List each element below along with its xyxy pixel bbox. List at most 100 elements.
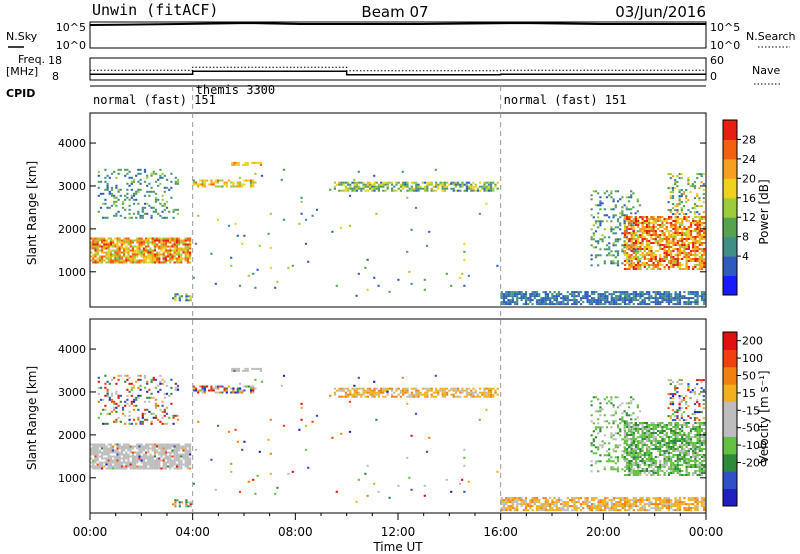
power-cell — [621, 214, 624, 217]
power-cell — [173, 247, 176, 250]
velocity-cell — [637, 474, 640, 476]
velocity-cell — [164, 465, 167, 468]
velocity-cell — [349, 391, 352, 394]
power-cell — [634, 266, 638, 268]
velocity-cell — [612, 466, 615, 469]
power-cell — [654, 232, 657, 234]
power-cell — [612, 260, 615, 263]
velocity-cell — [594, 446, 598, 449]
velocity-cell — [538, 499, 541, 502]
power-cell — [373, 183, 376, 186]
velocity-cell — [147, 463, 150, 466]
power-cell — [586, 299, 589, 302]
velocity-cell — [450, 388, 453, 391]
velocity-cell — [112, 459, 115, 462]
velocity-cell — [575, 507, 578, 510]
velocity-cell — [656, 507, 660, 510]
power-cell — [259, 163, 262, 166]
velocity-cell — [623, 436, 627, 438]
velocity-cell — [643, 442, 646, 444]
velocity-cell — [636, 416, 639, 419]
power-cell — [654, 234, 657, 236]
velocity-cell — [654, 499, 657, 502]
power-cell — [241, 183, 244, 186]
power-cell — [116, 247, 119, 250]
power-cell — [92, 237, 95, 240]
power-cell — [355, 183, 358, 186]
velocity-cell — [575, 501, 578, 504]
velocity-cell — [189, 449, 192, 452]
power-cell — [256, 268, 259, 271]
power-cell — [612, 200, 615, 203]
power-cell — [665, 293, 668, 296]
power-cell — [632, 220, 635, 222]
power-cell — [685, 189, 688, 192]
velocity-cell — [656, 499, 660, 502]
power-cell — [142, 257, 145, 260]
velocity-cell — [659, 422, 662, 424]
power-cell — [689, 238, 693, 240]
velocity-cell — [502, 507, 506, 510]
power-cell — [230, 185, 233, 188]
velocity-cell — [230, 387, 233, 390]
velocity-cell — [603, 414, 606, 417]
velocity-cell — [641, 505, 644, 508]
velocity-cell — [135, 404, 138, 407]
power-cell — [696, 230, 699, 232]
velocity-cell — [667, 442, 671, 444]
velocity-cell — [142, 457, 145, 460]
velocity-cell — [236, 391, 239, 394]
velocity-cell — [641, 444, 644, 446]
power-cell — [474, 185, 477, 188]
velocity-cell — [128, 376, 131, 379]
power-cell — [616, 250, 620, 253]
power-cell — [610, 293, 613, 296]
velocity-cell — [113, 376, 116, 379]
power-cell — [645, 297, 649, 300]
velocity-cell — [641, 497, 644, 500]
velocity-cell — [637, 426, 640, 428]
power-cell — [698, 262, 701, 264]
power-cell — [127, 237, 130, 240]
velocity-cell — [597, 398, 600, 401]
velocity-cell — [472, 387, 475, 390]
velocity-cell — [670, 507, 673, 510]
power-cell — [139, 188, 142, 191]
power-cell — [175, 261, 178, 264]
cpid-label: CPID — [6, 87, 35, 100]
power-cell — [680, 189, 683, 192]
power-cell — [174, 182, 177, 185]
velocity-cell — [610, 499, 613, 502]
velocity-cell — [171, 465, 174, 468]
power-cell — [654, 218, 657, 220]
power-cell — [656, 264, 660, 266]
power-cell — [143, 170, 147, 173]
power-cell — [430, 189, 433, 192]
power-cell — [676, 242, 679, 244]
power-cell — [344, 187, 347, 190]
velocity-cell — [238, 387, 242, 390]
velocity-cell — [648, 503, 651, 506]
power-cell — [231, 163, 234, 166]
power-cell — [637, 226, 640, 228]
power-cell — [94, 245, 97, 248]
velocity-cell — [136, 461, 139, 464]
velocity-cell — [599, 428, 602, 431]
power-cell — [698, 238, 701, 240]
power-cell — [143, 212, 147, 215]
power-cell — [575, 301, 578, 304]
power-cell — [349, 183, 352, 186]
velocity-cell — [663, 456, 666, 458]
power-cell — [678, 250, 682, 252]
power-cell — [487, 187, 490, 190]
velocity-cell — [333, 391, 336, 394]
velocity-cell — [307, 466, 310, 469]
velocity-cell — [156, 451, 159, 454]
velocity-cell — [96, 443, 99, 446]
velocity-cell — [129, 463, 132, 466]
velocity-cell — [590, 509, 594, 512]
velocity-cell — [103, 451, 106, 454]
velocity-cell — [650, 432, 653, 434]
power-cell — [597, 192, 600, 195]
power-cell — [663, 291, 666, 294]
